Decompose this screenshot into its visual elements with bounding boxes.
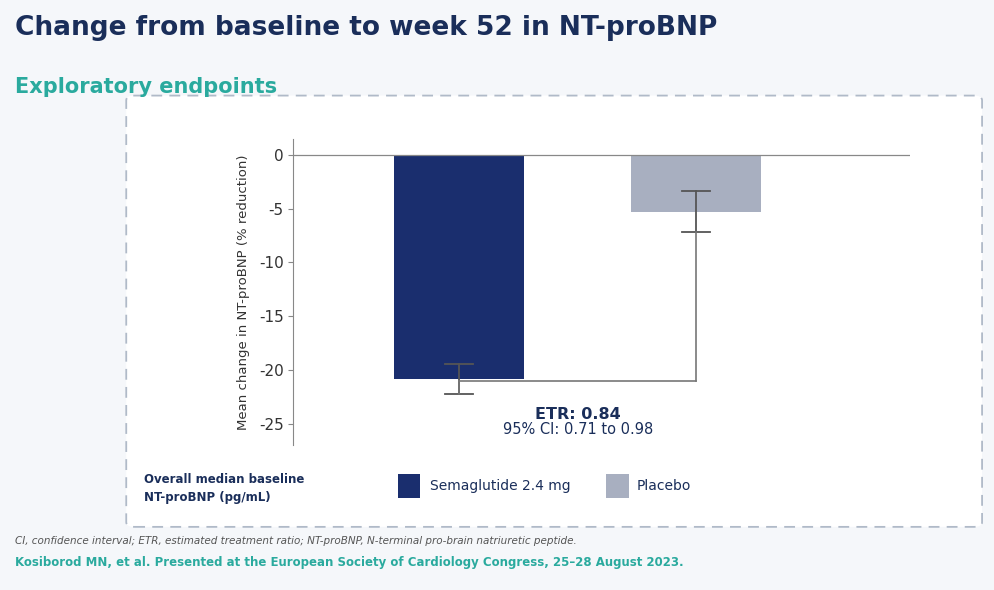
Text: 450.8: 450.8 — [316, 478, 360, 493]
Bar — [631, 155, 761, 212]
Text: NT-proBNP (pg/mL): NT-proBNP (pg/mL) — [144, 491, 270, 504]
Text: Placebo: Placebo — [636, 478, 691, 493]
Bar — [394, 155, 525, 379]
Y-axis label: Mean change in NT-proBNP (% reduction): Mean change in NT-proBNP (% reduction) — [238, 155, 250, 430]
Text: Kosiborod MN, et al. Presented at the European Society of Cardiology Congress, 2: Kosiborod MN, et al. Presented at the Eu… — [15, 556, 684, 569]
Text: ETR: 0.84: ETR: 0.84 — [535, 407, 620, 422]
Bar — [398, 474, 420, 497]
Text: CI, confidence interval; ETR, estimated treatment ratio; NT-proBNP, N-terminal p: CI, confidence interval; ETR, estimated … — [15, 536, 577, 546]
Text: Overall median baseline: Overall median baseline — [144, 473, 304, 486]
Text: Change from baseline to week 52 in NT-proBNP: Change from baseline to week 52 in NT-pr… — [15, 15, 718, 41]
Bar — [606, 474, 629, 497]
Text: 95% CI: 0.71 to 0.98: 95% CI: 0.71 to 0.98 — [503, 422, 653, 437]
Text: Semaglutide 2.4 mg: Semaglutide 2.4 mg — [430, 478, 571, 493]
Text: Exploratory endpoints: Exploratory endpoints — [15, 77, 277, 97]
